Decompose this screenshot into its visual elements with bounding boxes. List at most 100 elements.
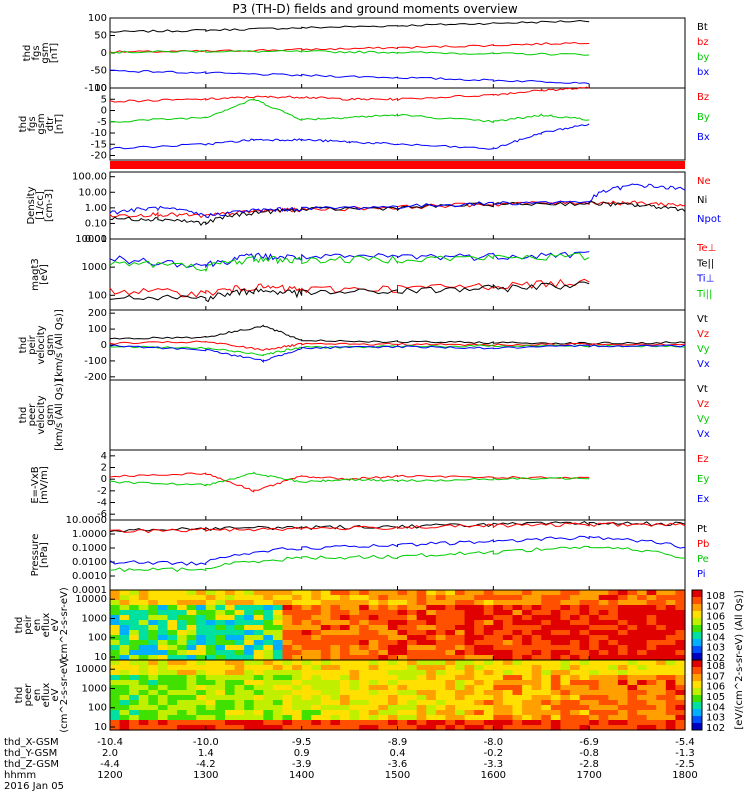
spectrogram-cell (541, 600, 552, 606)
y-axis-label: peer (27, 403, 38, 427)
y-axis-label: thd (14, 617, 25, 634)
spectrogram-cell (272, 695, 284, 701)
legend-Vy: Vy (697, 344, 710, 355)
spectrogram-cell (483, 660, 494, 666)
spectrogram-cell (263, 665, 274, 671)
spectrogram-cell (665, 615, 677, 621)
spectrogram-cell (148, 605, 159, 611)
spectrogram-cell (550, 640, 562, 646)
spectrogram-cell (320, 645, 332, 651)
series-line-Pi (109, 535, 686, 566)
spectrogram-cell (589, 605, 600, 611)
spectrogram-cell (608, 635, 619, 641)
spectrogram-cell (598, 615, 609, 621)
x-axis-value: 1600 (481, 770, 506, 781)
spectrogram-cell (560, 600, 571, 606)
spectrogram-cell (272, 605, 284, 611)
spectrogram-cell (282, 610, 293, 616)
spectrogram-cell (579, 660, 590, 666)
spectrogram-cell (493, 645, 504, 651)
spectrogram-cell (368, 710, 379, 716)
spectrogram-cell (205, 705, 217, 711)
spectrogram-cell (196, 590, 207, 596)
spectrogram-cell (665, 715, 677, 721)
spectrogram-cell (541, 670, 552, 676)
spectrogram-cell (340, 715, 351, 721)
spectrogram-cell (550, 655, 562, 661)
spectrogram-cell (387, 590, 399, 596)
spectrogram-cell (359, 700, 370, 706)
spectrogram-cell (311, 665, 322, 671)
spectrogram-cell (570, 710, 581, 716)
spectrogram-cell (541, 650, 552, 656)
spectrogram-cell (368, 690, 379, 696)
spectrogram-cell (474, 705, 485, 711)
spectrogram-cell (416, 710, 427, 716)
spectrogram-cell (349, 610, 360, 616)
spectrogram-cell (627, 635, 638, 641)
spectrogram-cell (253, 710, 264, 716)
spectrogram-cell (157, 635, 169, 641)
spectrogram-cell (608, 695, 619, 701)
spectrogram-cell (157, 660, 169, 666)
spectrogram-cell (177, 705, 188, 711)
spectrogram-cell (617, 700, 629, 706)
y-tick-label: 10000 (75, 234, 107, 245)
spectrogram-cell (368, 590, 379, 596)
spectrogram-cell (368, 605, 379, 611)
spectrogram-cell (570, 680, 581, 686)
spectrogram-cell (579, 605, 590, 611)
spectrogram-cell (608, 685, 619, 691)
spectrogram-cell (320, 725, 332, 731)
x-axis-value: 1200 (97, 770, 122, 781)
colorbar-segment (692, 625, 702, 633)
spectrogram-cell (483, 615, 494, 621)
spectrogram-cell (196, 725, 207, 731)
spectrogram-cell (138, 595, 149, 601)
spectrogram-cell (225, 670, 236, 676)
spectrogram-cell (560, 610, 571, 616)
spectrogram-cell (493, 670, 504, 676)
spectrogram-cell (531, 705, 542, 711)
spectrogram-cell (387, 715, 399, 721)
spectrogram-cell (330, 665, 341, 671)
spectrogram-cell (110, 650, 121, 656)
x-axis-value: -4.4 (100, 759, 120, 770)
spectrogram-cell (665, 675, 677, 681)
spectrogram-cell (426, 595, 437, 601)
spectrogram-cell (435, 620, 447, 626)
spectrogram-cell (531, 655, 542, 661)
spectrogram-cell (665, 725, 677, 731)
spectrogram-cell (292, 625, 303, 631)
spectrogram-cell (177, 590, 188, 596)
spectrogram-cell (253, 640, 264, 646)
spectrogram-cell (253, 650, 264, 656)
spectrogram-cell (234, 655, 245, 661)
spectrogram-cell (272, 625, 284, 631)
spectrogram-cell (225, 650, 236, 656)
spectrogram-cell (560, 695, 571, 701)
spectrogram-cell (560, 630, 571, 636)
legend-Npot: Npot (697, 214, 721, 225)
spectrogram-cell (330, 600, 341, 606)
spectrogram-cell (627, 605, 638, 611)
spectrogram-cell (272, 590, 284, 596)
spectrogram-cell (617, 665, 629, 671)
spectrogram-cell (205, 615, 217, 621)
spectrogram-cell (378, 695, 389, 701)
spectrogram-cell (531, 720, 542, 726)
spectrogram-cell (637, 670, 648, 676)
spectrogram-cell (119, 630, 130, 636)
legend-Ti||: Ti|| (696, 289, 712, 300)
spectrogram-cell (483, 710, 494, 716)
spectrogram-cell (196, 685, 207, 691)
spectrogram-cell (311, 710, 322, 716)
spectrogram-cell (493, 685, 504, 691)
spectrogram-cell (598, 650, 609, 656)
spectrogram-cell (330, 715, 341, 721)
spectrogram-cell (522, 600, 533, 606)
series-line-Te⊥ (109, 278, 590, 298)
spectrogram-cell (225, 665, 236, 671)
spectrogram-cell (215, 610, 226, 616)
spectrogram-cell (512, 725, 523, 731)
